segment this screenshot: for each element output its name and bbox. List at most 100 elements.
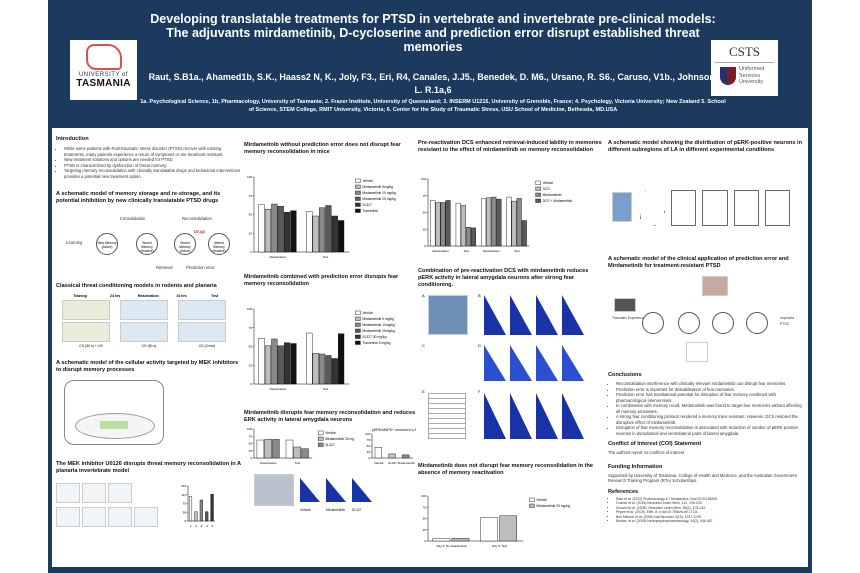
fig-a-bar-chart: 0 25 50 75 100 Reactivation Test Vehicle Mirdame…	[247, 175, 396, 259]
bar	[258, 204, 265, 253]
intro-bullet: While some patients with Post-traumatic …	[64, 146, 242, 157]
perk-distribution-schematic	[608, 154, 804, 242]
y-tick-label: 75	[183, 502, 187, 506]
y-tick-label: 50	[249, 213, 253, 217]
x-tick-label: Test	[323, 255, 329, 259]
caption: CS (3 min)	[198, 344, 216, 348]
logo-text: UNIVERSITY of	[78, 72, 129, 78]
bar	[430, 200, 436, 247]
intro-list: While some patients with Post-traumatic …	[56, 146, 242, 179]
heatmaps-d	[484, 345, 584, 381]
shield-icon	[720, 66, 736, 85]
x-tick-label: Reactivation	[483, 249, 500, 253]
x-tick-label: Reactivation	[432, 249, 449, 253]
interval-label: 24 hrs	[110, 294, 121, 298]
fig-c-title: Mirdametinib disrupts fear memory recons…	[244, 410, 416, 423]
funding-title: Funding Information	[608, 463, 663, 470]
fig-b-bar-chart: 0 25 50 75 100 Reactivation Test Vehicle Mirdame…	[247, 307, 395, 391]
legend-swatch	[355, 328, 361, 333]
bar	[506, 196, 512, 247]
poster: Developing translatable treatments for P…	[48, 0, 812, 573]
bar	[199, 499, 203, 522]
x-tick-label: Mirdametinib	[398, 461, 416, 465]
panel-label: D	[478, 343, 481, 348]
panel-label: B	[478, 293, 481, 298]
conclusion-bullet: Disruption of fear memory reconsolidatio…	[616, 425, 804, 436]
fig-e-title: Combination of pre-reactivation DCS with…	[418, 268, 589, 288]
legend-swatch	[355, 196, 361, 201]
reference-item: Raut et al. (2022) Pharmacology & Therap…	[616, 497, 804, 502]
x-tick-label: Reactivation	[270, 387, 287, 391]
y-tick-label: 25	[249, 449, 253, 453]
conclusion-bullet: Reconsolidation interference with clinic…	[616, 381, 804, 387]
bar	[402, 454, 410, 459]
legend-swatch	[529, 503, 535, 508]
bar	[491, 196, 497, 247]
legend-label: Mirdametinib 25 mg/kg	[536, 504, 570, 508]
bar	[451, 538, 470, 542]
label: Drugs	[194, 229, 206, 234]
bar	[293, 446, 301, 459]
coi-text: The authors report no conflicts of inter…	[608, 450, 685, 455]
legend-swatch	[355, 340, 361, 345]
clinical-schematic: Traumatic Experience Improved PTSD	[608, 270, 804, 366]
memory-schematic: Learning Consolidation Reconsolidation D…	[56, 205, 242, 275]
stage-label: Reactivation	[137, 294, 159, 298]
legend-label: Vehicle	[362, 311, 373, 315]
label: Improved PTSD	[780, 316, 795, 326]
bar	[331, 358, 338, 385]
y-tick-label: 75	[423, 194, 427, 198]
caption: CS (60 s)	[141, 344, 157, 348]
bar	[312, 215, 319, 253]
label: Consolidation	[120, 216, 146, 221]
legend-swatch	[535, 186, 541, 191]
bar	[306, 332, 313, 385]
reference-item: Ben Mamou et al. (2006) Nat Neurosci 9(1…	[616, 515, 804, 520]
legend-swatch	[535, 180, 541, 185]
bar	[318, 207, 326, 253]
legend-label: Vehicle	[536, 498, 547, 502]
legend-label: SL327	[325, 443, 335, 447]
y-tick-label: 100	[247, 307, 252, 311]
logo-text: CSTS	[715, 44, 774, 63]
bar	[318, 353, 326, 385]
legend-label: Trametinib	[362, 209, 378, 213]
bar	[272, 439, 280, 459]
bar	[325, 355, 332, 385]
column-4: A schematic model showing the distributi…	[608, 128, 804, 567]
bar	[258, 338, 265, 385]
stage-label: Training	[73, 294, 87, 298]
intro-bullet: PTSD is characterized by dysfunction of …	[64, 163, 242, 169]
reference-item: Bustos, et al. (2009) Neuropsychopharmac…	[616, 519, 804, 524]
label: Learning	[66, 240, 83, 245]
legend-swatch	[355, 310, 361, 315]
legend-swatch	[355, 334, 361, 339]
bar	[455, 202, 461, 247]
panel-label: F	[478, 389, 481, 394]
bar	[480, 517, 498, 542]
references-list: Raut et al. (2022) Pharmacology & Therap…	[608, 497, 804, 524]
classical-captions: CS (30 s) + US CS (60 s) CS (3 min)	[62, 344, 242, 348]
fig-e-panels: A B C D E F	[418, 293, 604, 473]
x-tick-label: 1	[190, 524, 192, 528]
bar	[205, 511, 209, 522]
y-tick-label: 100	[421, 177, 426, 181]
x-tick-label: 5	[211, 524, 213, 528]
bar	[435, 202, 441, 247]
fig-c-heatmaps	[254, 474, 416, 506]
legend-label: Mirdametinib 10 mg/kg	[362, 191, 396, 195]
y-tick-label: 75	[249, 326, 253, 330]
bar	[285, 439, 294, 459]
schematic1-title: A schematic model of memory storage and …	[56, 191, 221, 204]
legend-label: DCS	[543, 187, 551, 191]
lion-icon	[85, 44, 122, 70]
x-tick-label: SL327	[388, 461, 397, 465]
bar	[460, 204, 466, 247]
y-tick-label: 0	[250, 456, 252, 460]
y-tick-label: 25	[367, 450, 371, 454]
bar	[511, 200, 517, 247]
memory-node: Stored Memory (Inactive)	[136, 233, 158, 255]
bar	[256, 439, 265, 459]
classical-figure	[62, 300, 242, 342]
legend-swatch	[529, 497, 535, 502]
